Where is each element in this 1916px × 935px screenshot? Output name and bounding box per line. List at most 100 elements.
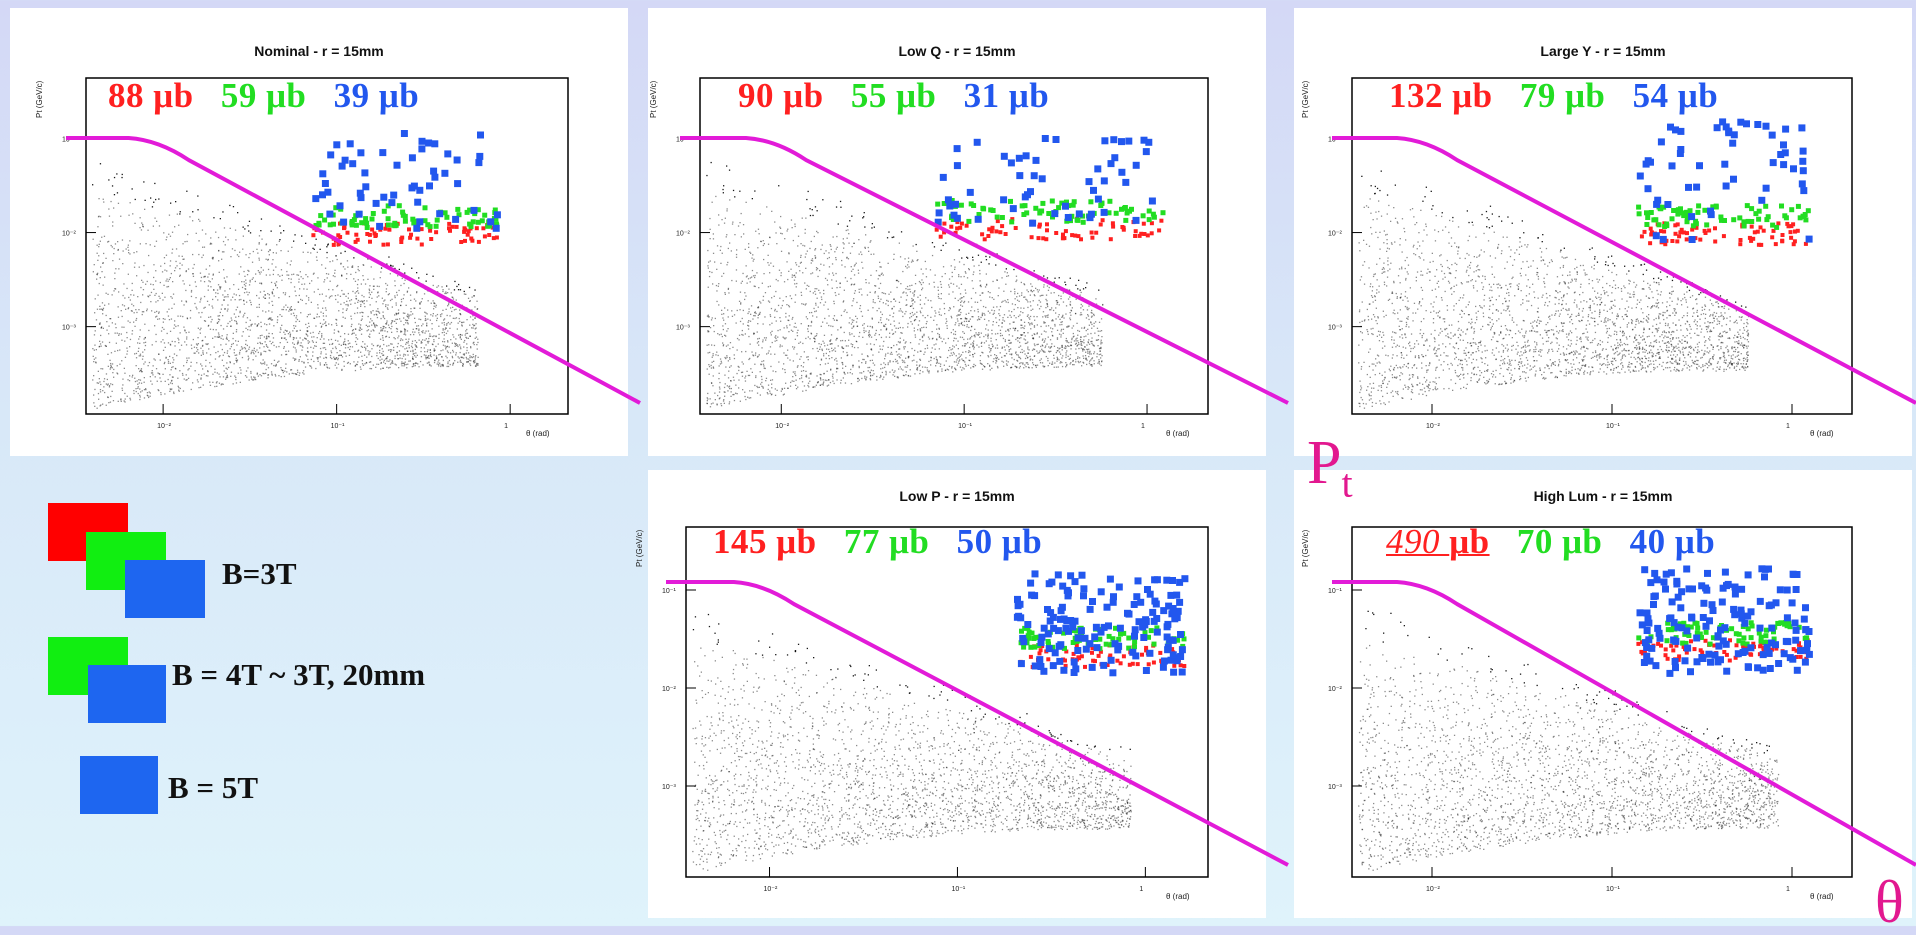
y-axis-label: Pt (GeV/c) xyxy=(1301,80,1310,118)
x-tick-label: 10⁻² xyxy=(157,423,171,430)
unit-blue: μb xyxy=(379,76,419,115)
unit-red: μb xyxy=(776,522,816,561)
unit-red: μb xyxy=(153,76,193,115)
unit-green: μb xyxy=(266,76,306,115)
scatter-points-black xyxy=(1358,611,1779,871)
y-tick-label: 10⁻¹ xyxy=(662,588,676,595)
x-tick-label: 10⁻¹ xyxy=(1606,423,1620,430)
y-tick-label: 10⁻² xyxy=(662,686,676,693)
y-axis-label: Pt (GeV/c) xyxy=(35,80,44,118)
cross-section-red: 490 xyxy=(1386,522,1440,561)
y-tick-label: 10⁻¹ xyxy=(1328,588,1342,595)
cross-section-green: 55 xyxy=(851,76,887,115)
plot-frame xyxy=(1352,527,1852,877)
cross-section-green: 59 xyxy=(221,76,257,115)
unit-green: μb xyxy=(1565,76,1605,115)
plot-panel-large-y: Large Y - r = 15mm Pt (GeV/c)θ (rad)10⁻²… xyxy=(1294,8,1912,456)
boundary-curve xyxy=(666,582,1288,865)
y-axis-label: Pt (GeV/c) xyxy=(1301,529,1310,567)
theta-axis-label: θ xyxy=(1875,872,1904,932)
boundary-curve xyxy=(1332,138,1916,403)
plot-frame xyxy=(700,78,1208,414)
pt-sub: t xyxy=(1341,460,1352,505)
x-tick-label: 10⁻¹ xyxy=(958,423,972,430)
legend-label-b3: B=3T xyxy=(222,556,297,592)
x-axis-label: θ (rad) xyxy=(1810,892,1834,901)
cross-section-green: 79 xyxy=(1520,76,1556,115)
unit-blue: μb xyxy=(1675,522,1715,561)
legend: B=3T B = 4T ~ 3T, 20mm B = 5T xyxy=(0,460,640,900)
unit-red: μb xyxy=(1452,76,1492,115)
scatter-points-blue xyxy=(1637,565,1813,677)
x-tick-label: 1 xyxy=(1139,886,1143,893)
x-tick-label: 10⁻¹ xyxy=(1606,886,1620,893)
plot-frame xyxy=(686,527,1208,877)
x-axis-label: θ (rad) xyxy=(1810,429,1834,438)
x-tick-label: 1 xyxy=(1786,423,1790,430)
plot-frame xyxy=(86,78,568,414)
x-tick-label: 1 xyxy=(504,423,508,430)
x-tick-label: 10⁻² xyxy=(775,423,789,430)
x-tick-label: 10⁻² xyxy=(764,886,778,893)
pt-main: P xyxy=(1307,429,1341,497)
unit-green: μb xyxy=(896,76,936,115)
x-tick-label: 10⁻¹ xyxy=(951,886,965,893)
cross-section-red: 145 xyxy=(713,522,767,561)
cross-section-row: 90 μb 55 μb 31 μb xyxy=(738,76,1049,116)
plot-panel-high-lum: High Lum - r = 15mm Pt (GeV/c)θ (rad)10⁻… xyxy=(1294,470,1912,918)
x-axis-label: θ (rad) xyxy=(1166,892,1190,901)
legend-label-b5: B = 5T xyxy=(168,770,258,806)
cross-section-row: 132 μb 79 μb 54 μb xyxy=(1389,76,1718,116)
y-tick-label: 10⁻² xyxy=(62,231,76,238)
y-tick-label: 10⁻² xyxy=(676,231,690,238)
cross-section-row: 88 μb 59 μb 39 μb xyxy=(108,76,419,116)
y-tick-label: 10⁻³ xyxy=(62,325,76,332)
cross-section-blue: 50 xyxy=(957,522,993,561)
unit-red: μb xyxy=(1449,522,1489,561)
scatter-points-black xyxy=(1358,171,1749,409)
x-tick-label: 10⁻¹ xyxy=(331,423,345,430)
y-axis-label: Pt (GeV/c) xyxy=(649,80,658,118)
boundary-curve xyxy=(680,138,1288,403)
cross-section-red: 90 xyxy=(738,76,774,115)
x-axis-label: θ (rad) xyxy=(1166,429,1190,438)
y-tick-label: 10⁻³ xyxy=(662,784,676,791)
unit-blue: μb xyxy=(1002,522,1042,561)
cross-section-row: 145 μb 77 μb 50 μb xyxy=(713,522,1042,562)
legend-swatch-blue xyxy=(125,560,205,618)
unit-blue: μb xyxy=(1009,76,1049,115)
cross-section-blue: 39 xyxy=(334,76,370,115)
x-axis-label: θ (rad) xyxy=(526,429,550,438)
y-tick-label: 10⁻³ xyxy=(1328,325,1342,332)
plot-panel-nominal: Nominal - r = 15mm Pt (GeV/c)θ (rad)10⁻²… xyxy=(10,8,628,456)
y-tick-label: 10⁻² xyxy=(1328,686,1342,693)
boundary-curve xyxy=(66,138,640,403)
legend-swatch-blue xyxy=(80,756,158,814)
cross-section-blue: 40 xyxy=(1630,522,1666,561)
unit-blue: μb xyxy=(1678,76,1718,115)
cross-section-green: 77 xyxy=(844,522,880,561)
y-tick-label: 10⁻³ xyxy=(1328,784,1342,791)
cross-section-red: 88 xyxy=(108,76,144,115)
x-tick-label: 10⁻² xyxy=(1426,886,1440,893)
x-tick-label: 10⁻² xyxy=(1426,423,1440,430)
cross-section-row: 490 μb 70 μb 40 μb xyxy=(1386,522,1715,562)
scatter-points-blue xyxy=(1014,570,1189,676)
cross-section-green: 70 xyxy=(1517,522,1553,561)
pt-axis-label: Pt xyxy=(1307,432,1353,514)
y-tick-label: 10⁻³ xyxy=(676,325,690,332)
y-tick-label: 10⁻² xyxy=(1328,231,1342,238)
unit-green: μb xyxy=(889,522,929,561)
unit-red: μb xyxy=(783,76,823,115)
scatter-points-blue xyxy=(935,135,1156,227)
scatter-points-green xyxy=(1636,203,1811,230)
legend-swatch-blue xyxy=(88,665,166,723)
cross-section-blue: 54 xyxy=(1633,76,1669,115)
scatter-points-black xyxy=(706,162,1103,408)
cross-section-blue: 31 xyxy=(964,76,1000,115)
legend-label-b4: B = 4T ~ 3T, 20mm xyxy=(172,657,425,693)
x-tick-label: 1 xyxy=(1141,423,1145,430)
x-tick-label: 1 xyxy=(1786,886,1790,893)
